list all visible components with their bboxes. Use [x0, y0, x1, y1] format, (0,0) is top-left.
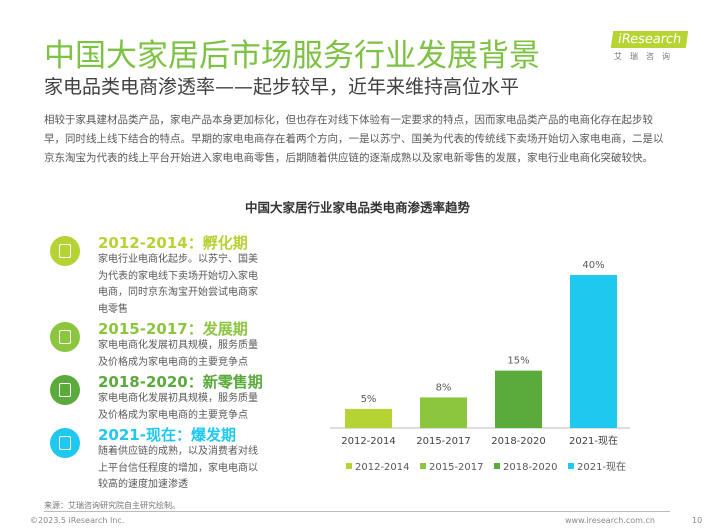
- stage-text: 家电电商化发展初具规模，服务质量及价格成为家电电商的主要竞争点: [98, 393, 258, 421]
- legend-label: 2012-2014: [355, 462, 410, 473]
- x-tick-label: 2012-2014: [341, 436, 396, 447]
- legend-swatch: [494, 463, 500, 469]
- stage-heading: 2018-2020：新零售期: [98, 373, 263, 391]
- bar: [570, 275, 617, 428]
- washing-machine-icon: [50, 236, 80, 266]
- data-label: 40%: [582, 260, 604, 271]
- legend-label: 2018-2020: [503, 462, 558, 473]
- stage-heading: 2012-2014：孵化期: [98, 234, 248, 252]
- legend-swatch: [346, 463, 352, 469]
- x-tick-label: 2018-2020: [491, 436, 546, 447]
- legend-label: 2015-2017: [429, 462, 484, 473]
- x-tick-label: 2015-2017: [416, 436, 471, 447]
- washing-machine-icon: [50, 428, 80, 458]
- bar: [345, 408, 392, 428]
- page-number: 10: [692, 516, 703, 525]
- legend-swatch: [568, 463, 574, 469]
- bar: [495, 370, 542, 428]
- legend-label: 2021-现在: [577, 461, 626, 473]
- intro-paragraph: 相较于家具建材品类产品，家电产品本身更加标化，但也存在对线下体验有一定要求的特点…: [44, 114, 664, 164]
- data-label: 15%: [507, 356, 529, 367]
- washing-machine-icon: [50, 322, 80, 352]
- bar: [420, 397, 467, 428]
- website-link[interactable]: www.iresearch.com.cn: [565, 516, 655, 525]
- logo-cn: 艾瑞咨询: [614, 52, 678, 61]
- stage-text: 家电电商化发展初具规模，服务质量及价格成为家电电商的主要竞争点: [98, 340, 258, 368]
- legend-swatch: [420, 463, 426, 469]
- washing-machine-icon: [50, 375, 80, 405]
- page-title: 中国大家居后市场服务行业发展背景: [44, 38, 540, 74]
- data-label: 8%: [436, 382, 452, 393]
- page-subtitle: 家电品类电商渗透率——起步较早，近年来维持高位水平: [44, 76, 520, 98]
- copyright: ©2023.5 iResearch Inc.: [30, 516, 125, 525]
- source-note: 来源：艾瑞咨询研究院自主研究绘制。: [44, 501, 180, 510]
- iresearch-logo: iResearch 艾瑞咨询: [610, 28, 692, 62]
- data-label: 5%: [361, 394, 377, 405]
- stage-text: 家电行业电商化起步。以苏宁、国美为代表的家电线下卖场开始切入家电电商，同时京东淘…: [98, 254, 258, 315]
- x-tick-label: 2021-现在: [569, 435, 618, 447]
- stage-heading: 2015-2017：发展期: [98, 320, 248, 338]
- chart-title: 中国大家居行业家电品类电商渗透率趋势: [245, 200, 471, 215]
- stage-heading: 2021-现在：爆发期: [98, 426, 236, 444]
- stage-text: 随着供应链的成熟，以及消费者对线上平台信任程度的增加，家电电商以较高的速度加速渗…: [98, 446, 258, 490]
- footer-divider: [44, 511, 670, 512]
